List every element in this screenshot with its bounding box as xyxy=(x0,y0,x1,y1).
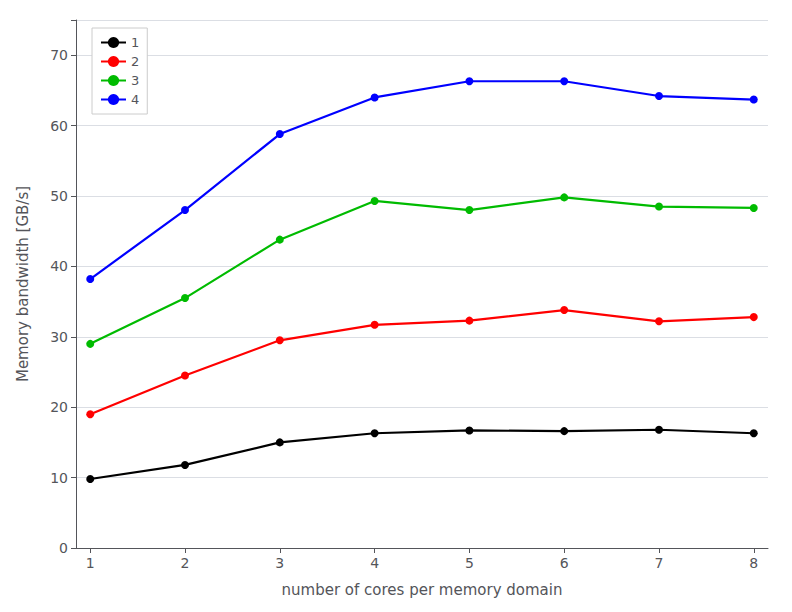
svg-text:70: 70 xyxy=(50,47,68,63)
svg-text:Memory bandwidth [GB/s]: Memory bandwidth [GB/s] xyxy=(14,186,32,382)
svg-text:30: 30 xyxy=(50,329,68,345)
svg-text:6: 6 xyxy=(560,555,569,571)
svg-text:2: 2 xyxy=(181,555,190,571)
svg-text:2: 2 xyxy=(131,54,139,69)
svg-text:8: 8 xyxy=(749,555,758,571)
svg-text:1: 1 xyxy=(131,35,139,50)
svg-text:number of cores per memory dom: number of cores per memory domain xyxy=(282,581,563,599)
svg-text:1: 1 xyxy=(86,555,95,571)
svg-text:3: 3 xyxy=(275,555,284,571)
svg-text:4: 4 xyxy=(131,92,139,107)
svg-text:7: 7 xyxy=(655,555,664,571)
svg-text:50: 50 xyxy=(50,188,68,204)
svg-text:5: 5 xyxy=(465,555,474,571)
svg-text:4: 4 xyxy=(370,555,379,571)
svg-text:10: 10 xyxy=(50,470,68,486)
svg-text:60: 60 xyxy=(50,118,68,134)
svg-text:0: 0 xyxy=(59,540,68,556)
svg-text:20: 20 xyxy=(50,399,68,415)
svg-text:3: 3 xyxy=(131,73,139,88)
svg-text:40: 40 xyxy=(50,258,68,274)
